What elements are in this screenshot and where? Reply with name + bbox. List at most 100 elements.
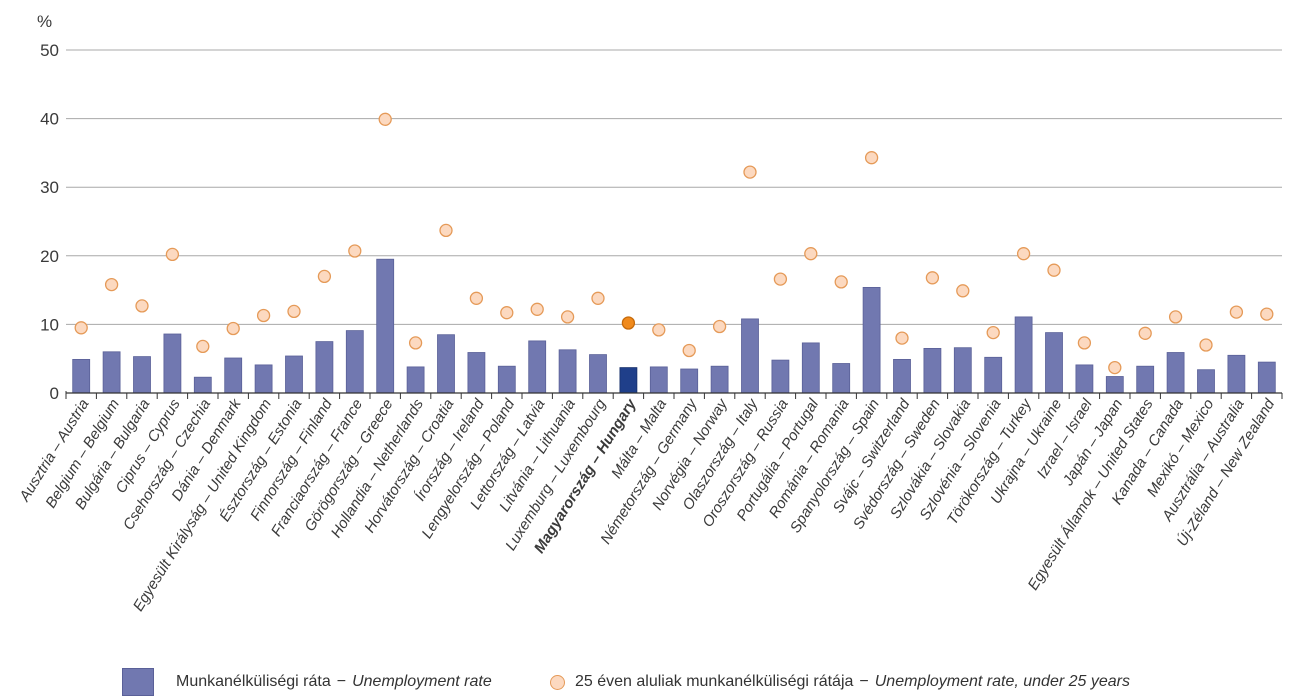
dot [773,272,788,286]
bar [376,258,395,394]
dot [226,321,240,336]
grid-lines [66,49,1282,325]
bar [1257,361,1276,394]
bar [1227,354,1246,394]
y-tick-label: 10 [40,315,59,334]
dot [348,244,362,258]
dot [317,269,332,284]
bar [558,349,577,394]
dot [834,275,848,289]
legend-item-youth-unemployment-rate: 25 éven aluliak munkanélküliségi rátája … [550,668,1130,696]
legend-dot-label-en: Unemployment rate, under 25 years [874,673,1130,690]
bar [832,363,851,394]
bar [710,365,729,394]
dot [804,247,818,261]
dot [1138,326,1152,340]
bar [224,357,243,394]
bar [1136,365,1155,394]
dot [986,325,1000,340]
bar [862,286,881,394]
dot [135,299,149,313]
dot [74,321,88,335]
x-axis [65,391,1283,399]
bar-highlight [619,367,638,394]
dot [500,306,514,320]
dot [1108,360,1122,375]
dot [256,308,271,323]
bar [467,352,486,394]
bar [437,334,455,394]
bar [406,366,425,394]
dot [652,323,666,337]
bar [497,365,516,394]
dot [591,291,605,305]
y-tick-label: 40 [40,110,59,129]
legend-bar-label-hu: Munkanélküliségi ráta [176,673,331,690]
dot [378,112,392,126]
bar-series [72,258,1276,394]
y-axis-unit-label: % [37,12,52,31]
bar [315,341,334,394]
bar [1197,369,1215,394]
bar [345,330,364,394]
dot [925,271,940,285]
dot [682,343,696,358]
dot [1199,338,1213,352]
bar [923,347,942,394]
bar [953,347,972,394]
bar [1105,376,1124,394]
bar [589,354,607,394]
dot [743,165,757,179]
legend-bar-label-en: Unemployment rate [352,673,492,690]
dot [469,291,484,305]
dot [1229,305,1244,319]
legend: Munkanélküliségi ráta − Unemployment rat… [122,668,1282,698]
dot [895,331,909,345]
dot [104,277,119,292]
dot [1260,307,1274,321]
bar [649,366,668,394]
legend-dot-swatch [550,674,565,690]
bar [102,351,121,394]
bar [680,368,699,394]
y-tick-label: 20 [40,247,59,266]
bar [771,359,790,394]
dot [712,319,727,334]
bar [741,318,759,394]
bar [1075,364,1094,394]
y-tick-label: 0 [50,384,59,403]
dot [560,310,575,324]
dot [1077,336,1092,350]
bar [72,358,91,394]
y-axis-ticks: 0 10 20 30 40 50 [40,41,59,403]
bar [1045,332,1063,394]
legend-separator: − [336,673,347,690]
dot [1016,247,1031,261]
dot-series [74,112,1274,375]
dot [1168,310,1183,324]
dot [408,336,423,350]
dot [196,339,210,354]
bar [1166,352,1185,394]
bar [193,376,212,394]
bar [1014,316,1033,394]
dot-highlight [621,316,636,330]
dot [864,151,879,165]
bar [254,364,273,394]
bar [163,333,182,394]
dot [1047,263,1061,277]
legend-dot-label-hu: 25 éven aluliak munkanélküliségi rátája [575,673,854,690]
dot [956,284,970,298]
bar [285,355,303,394]
legend-separator: − [859,673,869,690]
y-tick-label: 50 [40,41,59,60]
dot [439,223,453,238]
bar [528,340,547,394]
bar [133,356,151,394]
dot [287,304,301,319]
bar [984,356,1003,394]
dot [530,302,544,316]
bar [801,342,820,394]
